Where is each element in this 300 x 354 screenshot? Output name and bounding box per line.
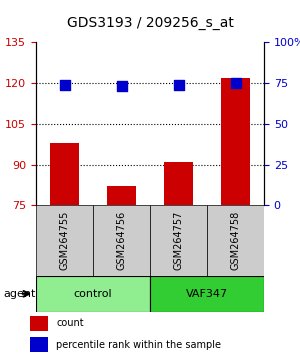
Bar <box>30 316 49 331</box>
Text: GDS3193 / 209256_s_at: GDS3193 / 209256_s_at <box>67 16 233 30</box>
Point <box>62 82 67 88</box>
Point <box>233 80 238 86</box>
Text: percentile rank within the sample: percentile rank within the sample <box>56 339 221 350</box>
FancyBboxPatch shape <box>93 205 150 276</box>
Bar <box>30 337 49 352</box>
FancyBboxPatch shape <box>36 276 150 312</box>
Text: GSM264755: GSM264755 <box>59 211 70 270</box>
Bar <box>50 143 79 205</box>
Bar <box>221 78 250 205</box>
Text: GSM264758: GSM264758 <box>230 211 241 270</box>
Point <box>176 82 181 88</box>
Point <box>119 84 124 89</box>
FancyBboxPatch shape <box>207 205 264 276</box>
FancyBboxPatch shape <box>150 205 207 276</box>
Text: VAF347: VAF347 <box>186 289 228 299</box>
Text: count: count <box>56 318 84 329</box>
Text: control: control <box>74 289 112 299</box>
Text: GSM264757: GSM264757 <box>173 211 184 270</box>
Bar <box>164 162 193 205</box>
Text: GSM264756: GSM264756 <box>116 211 127 270</box>
FancyBboxPatch shape <box>36 205 93 276</box>
FancyBboxPatch shape <box>150 276 264 312</box>
Text: agent: agent <box>3 289 35 299</box>
Bar <box>107 186 136 205</box>
